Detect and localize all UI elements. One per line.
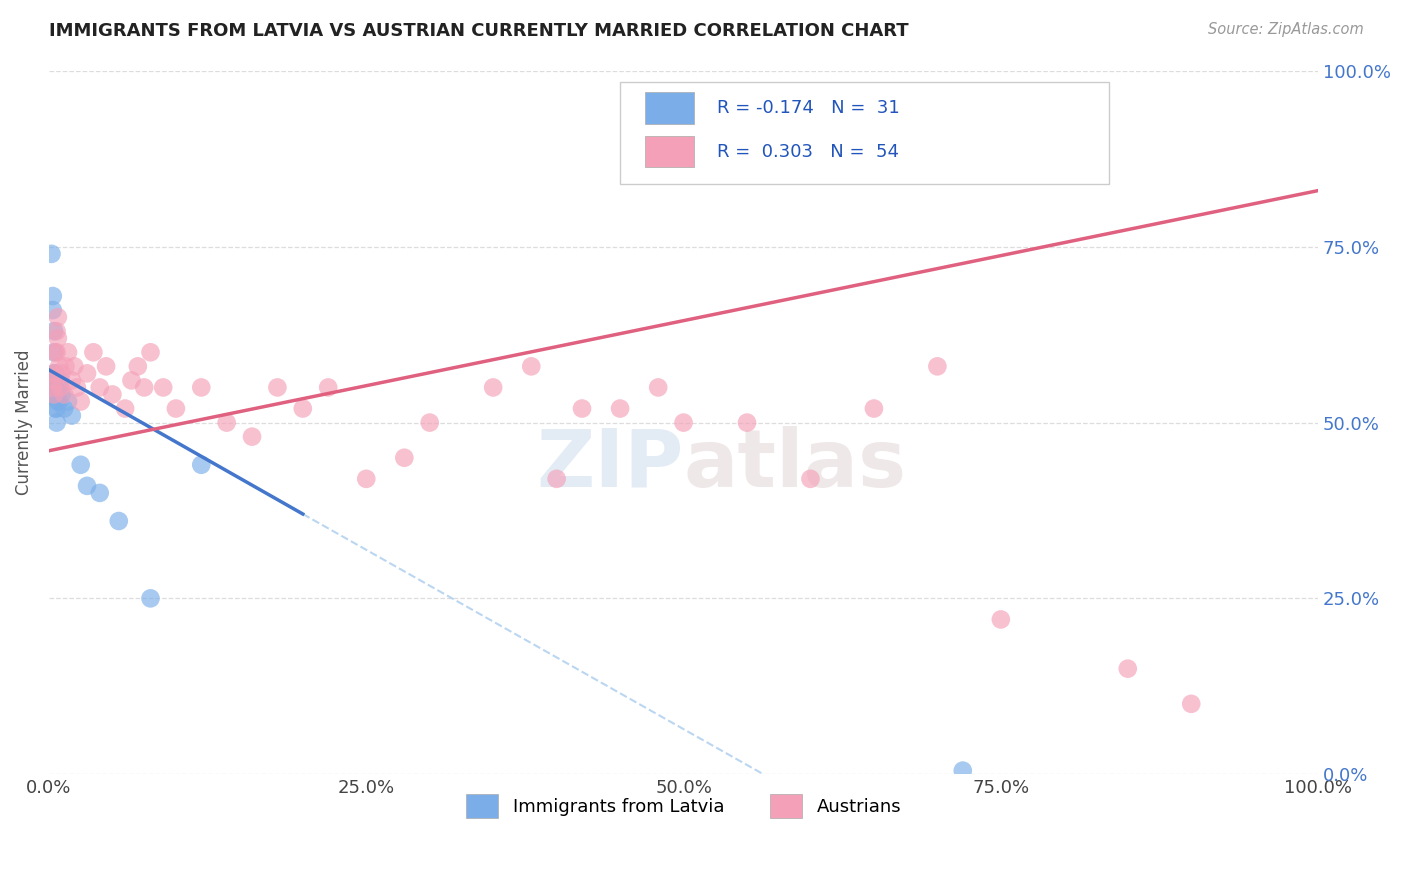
Point [44,373,66,387]
Point [49,373,72,387]
Point [139,345,162,359]
Point [139,591,162,606]
Point [482,380,505,394]
Point [56,394,79,409]
Point [609,401,631,416]
Text: atlas: atlas [683,425,907,504]
Point [42,367,65,381]
Point [356,472,378,486]
Point [44,373,66,387]
Point [42,367,65,381]
Point [114,401,136,416]
Point [520,359,543,374]
Point [266,380,288,394]
Point [215,416,238,430]
Point [291,401,314,416]
Point [42,345,65,359]
Point [53,401,76,416]
Point [316,380,339,394]
Point [1180,697,1202,711]
Point [42,289,65,303]
Point [76,479,98,493]
Point [107,514,129,528]
Text: ZIP: ZIP [536,425,683,504]
Point [419,416,441,430]
Point [799,472,821,486]
Point [190,458,212,472]
Point [121,373,143,387]
Point [101,387,124,401]
Point [51,367,73,381]
Point [48,359,70,374]
Text: Source: ZipAtlas.com: Source: ZipAtlas.com [1208,22,1364,37]
Point [69,394,91,409]
Point [45,324,67,338]
Point [49,380,72,394]
Point [45,373,67,387]
Point [89,380,111,394]
Point [44,401,66,416]
Point [45,387,67,401]
Point [82,345,104,359]
Point [46,331,69,345]
Point [48,380,70,394]
Point [44,380,66,394]
Y-axis label: Currently Married: Currently Married [15,350,32,495]
Point [44,387,66,401]
Point [56,345,79,359]
Point [60,373,83,387]
Point [672,416,695,430]
Point [46,394,69,409]
Point [42,387,65,401]
Point [89,486,111,500]
FancyBboxPatch shape [645,136,693,168]
Legend: Immigrants from Latvia, Austrians: Immigrants from Latvia, Austrians [458,788,908,825]
Point [46,310,69,325]
Point [42,324,65,338]
Point [44,367,66,381]
Point [60,409,83,423]
Point [165,401,187,416]
Point [240,430,263,444]
Point [76,367,98,381]
Point [45,345,67,359]
Point [63,359,86,374]
Point [863,401,886,416]
FancyBboxPatch shape [645,92,693,124]
Point [42,303,65,318]
Text: R = -0.174   N =  31: R = -0.174 N = 31 [717,99,900,117]
Point [927,359,949,374]
Point [45,401,67,416]
Point [42,380,65,394]
Point [69,458,91,472]
Point [55,359,77,374]
Point [152,380,174,394]
Point [990,612,1012,626]
Point [571,401,593,416]
Point [46,380,69,394]
Point [44,345,66,359]
Point [41,247,63,261]
Point [1116,662,1139,676]
Point [45,416,67,430]
Text: R =  0.303   N =  54: R = 0.303 N = 54 [717,143,898,161]
Point [134,380,156,394]
Text: IMMIGRANTS FROM LATVIA VS AUSTRIAN CURRENTLY MARRIED CORRELATION CHART: IMMIGRANTS FROM LATVIA VS AUSTRIAN CURRE… [49,22,908,40]
Point [94,359,117,374]
Point [647,380,669,394]
Point [394,450,416,465]
Point [66,380,89,394]
Point [190,380,212,394]
FancyBboxPatch shape [620,81,1109,184]
Point [53,387,76,401]
Point [952,764,974,778]
Point [127,359,149,374]
Point [546,472,568,486]
Point [51,387,73,401]
Point [735,416,758,430]
Point [48,394,70,409]
